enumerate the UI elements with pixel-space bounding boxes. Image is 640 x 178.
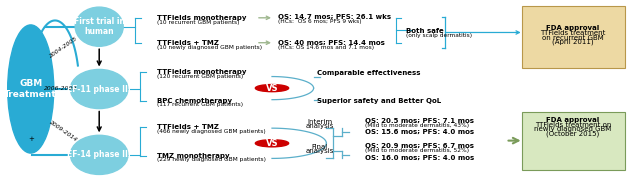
Ellipse shape [70, 69, 128, 109]
Text: (120 recurrent GBM patients): (120 recurrent GBM patients) [157, 74, 243, 79]
Text: (229 newly diagnosed GBM patients): (229 newly diagnosed GBM patients) [157, 157, 266, 162]
Ellipse shape [8, 25, 54, 153]
Text: OS: 20.5 mos; PFS: 7.1 mos: OS: 20.5 mos; PFS: 7.1 mos [365, 118, 474, 124]
Text: TTFields treatment on: TTFields treatment on [535, 122, 611, 128]
Text: First trial in
human: First trial in human [74, 17, 125, 36]
Text: TTFields + TMZ: TTFields + TMZ [157, 124, 219, 130]
Text: (April 2011): (April 2011) [552, 39, 594, 45]
Text: Final: Final [312, 144, 328, 150]
Text: (10 recurrent GBM patients): (10 recurrent GBM patients) [157, 20, 239, 25]
Text: TMZ monotherapy: TMZ monotherapy [157, 153, 229, 159]
Text: (Mild to moderate dermatitis, 52%): (Mild to moderate dermatitis, 52%) [365, 148, 469, 153]
Text: TTFields + TMZ: TTFields + TMZ [157, 40, 219, 46]
Text: Both safe: Both safe [406, 28, 444, 34]
Text: (117 recurrent GBM patients): (117 recurrent GBM patients) [157, 102, 243, 107]
Text: OS: 14.7 mos; PFS: 26.1 wks: OS: 14.7 mos; PFS: 26.1 wks [278, 14, 392, 20]
Text: OS: 40 mos; PFS: 14.4 mos: OS: 40 mos; PFS: 14.4 mos [278, 40, 385, 46]
Text: analysis: analysis [306, 123, 334, 129]
Text: TTFields monotherapy: TTFields monotherapy [157, 69, 246, 75]
Text: (October 2015): (October 2015) [547, 130, 600, 137]
Text: FDA approval: FDA approval [547, 117, 600, 123]
Ellipse shape [255, 140, 289, 147]
Text: EF-14 phase III: EF-14 phase III [67, 150, 131, 159]
Text: Comparable effectiveness: Comparable effectiveness [317, 70, 420, 76]
Text: VS: VS [266, 84, 278, 93]
Text: Superior safety and Better QoL: Superior safety and Better QoL [317, 98, 441, 104]
Text: (HCs: OS 14.6 mos and 7.1 mos): (HCs: OS 14.6 mos and 7.1 mos) [278, 45, 374, 50]
Text: analysis: analysis [306, 148, 334, 154]
Ellipse shape [76, 7, 123, 46]
Text: 2004-2005: 2004-2005 [49, 36, 78, 59]
Text: TTFields treatment: TTFields treatment [540, 30, 606, 36]
Text: VS: VS [266, 139, 278, 148]
Text: EF-11 phase III: EF-11 phase III [67, 85, 131, 93]
Ellipse shape [70, 135, 128, 174]
Text: newly diagnosed GBM: newly diagnosed GBM [534, 126, 612, 132]
Text: OS: 20.9 mos; PFS: 6.7 mos: OS: 20.9 mos; PFS: 6.7 mos [365, 143, 474, 149]
Text: FDA approval: FDA approval [547, 25, 600, 32]
Text: GBM
Treatment: GBM Treatment [4, 79, 57, 99]
FancyBboxPatch shape [522, 112, 625, 170]
FancyBboxPatch shape [522, 6, 625, 68]
Text: 2009-2014: 2009-2014 [49, 119, 78, 142]
Text: OS: 15.6 mos; PFS: 4.0 mos: OS: 15.6 mos; PFS: 4.0 mos [365, 129, 474, 135]
Text: OS: 16.0 mos; PFS: 4.0 mos: OS: 16.0 mos; PFS: 4.0 mos [365, 155, 474, 161]
Text: BPC chemotherapy: BPC chemotherapy [157, 98, 232, 104]
Text: Interim: Interim [307, 119, 333, 125]
Text: (only scalp dermatitis): (only scalp dermatitis) [406, 33, 472, 38]
Text: (HCs:  OS 6 mos; PFS 9 wks): (HCs: OS 6 mos; PFS 9 wks) [278, 19, 362, 24]
Ellipse shape [255, 85, 289, 92]
Text: (466 newly diagnosed GBM patients): (466 newly diagnosed GBM patients) [157, 129, 266, 134]
Text: on recurrent GBM: on recurrent GBM [542, 35, 604, 41]
Text: TTFields monotherapy: TTFields monotherapy [157, 15, 246, 21]
Text: +: + [28, 136, 34, 142]
Text: (Mild to moderate dermatitis, 43%): (Mild to moderate dermatitis, 43%) [365, 123, 469, 128]
Text: (10 newly diagnosed GBM patients): (10 newly diagnosed GBM patients) [157, 45, 262, 50]
Text: 2006-2009: 2006-2009 [44, 86, 77, 91]
